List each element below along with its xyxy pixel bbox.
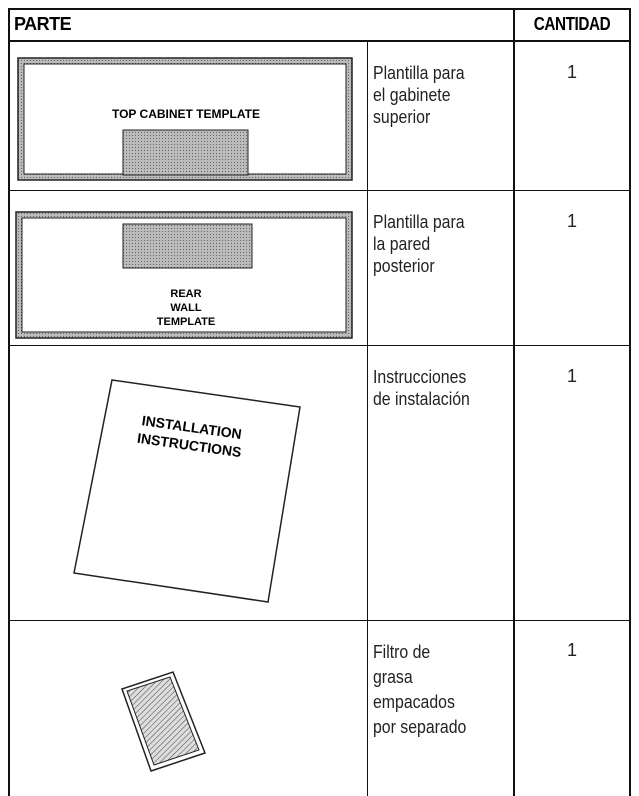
illustration-label: REAR [170, 288, 201, 300]
border [8, 620, 631, 621]
border [8, 190, 631, 191]
filter-mesh [126, 676, 200, 766]
quantity: 1 [566, 640, 577, 660]
description-line: la pared [373, 234, 431, 254]
quantity: 1 [566, 366, 577, 386]
border [629, 8, 631, 796]
description-line: Filtro de [373, 642, 431, 662]
description-line: Instrucciones [373, 367, 467, 387]
description-line: posterior [373, 256, 435, 276]
header-cantidad: CANTIDAD [533, 14, 611, 34]
description-line: Plantilla para [373, 212, 465, 232]
border [8, 345, 631, 346]
description: Plantilla para la pared posterior [373, 211, 465, 277]
illustration-label: TEMPLATE [157, 316, 215, 328]
border [8, 40, 631, 42]
description: Instrucciones de instalación [373, 366, 470, 410]
template-cutout [122, 223, 253, 269]
quantity: 1 [566, 211, 577, 231]
illustration-label: TOP CABINET TEMPLATE [112, 107, 260, 121]
description-line: por separado [373, 717, 467, 737]
border [8, 8, 631, 10]
illustration-label: WALL [170, 302, 201, 314]
description-line: superior [373, 107, 431, 127]
border [513, 8, 515, 796]
quantity: 1 [566, 62, 577, 82]
border [8, 8, 10, 796]
description-line: Plantilla para [373, 63, 465, 83]
manual [73, 379, 301, 603]
description-line: empacados [373, 692, 455, 712]
illustrations: TOP CABINET TEMPLATE REAR WALL TEMPLATE … [15, 57, 353, 772]
header-parte: PARTE [14, 14, 72, 34]
description-line: el gabinete [373, 85, 451, 105]
description: Plantilla para el gabinete superior [373, 62, 465, 128]
description: Filtro de grasa empacados por separado [373, 640, 466, 740]
template-cutout [122, 129, 249, 176]
description-line: de instalación [373, 389, 470, 409]
description-line: grasa [373, 667, 413, 687]
border [367, 40, 368, 796]
